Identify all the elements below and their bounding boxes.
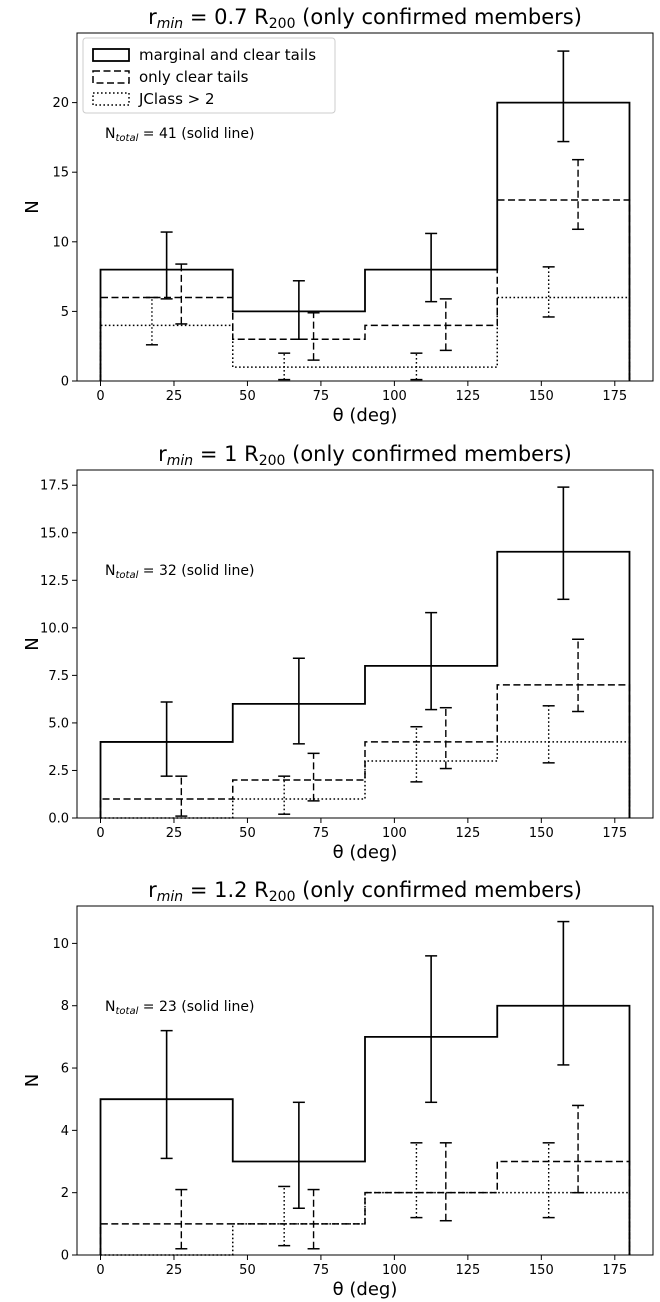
y-tick-label: 0.0 bbox=[48, 812, 69, 827]
x-tick-label: 150 bbox=[529, 1263, 554, 1278]
chart-title: rmin = 1.2 R200 (only confirmed members) bbox=[148, 878, 582, 905]
x-tick-label: 150 bbox=[529, 389, 554, 404]
y-tick-label: 2.5 bbox=[48, 764, 69, 779]
chart-title: rmin = 1 R200 (only confirmed members) bbox=[158, 442, 572, 469]
axes-frame bbox=[76, 469, 654, 819]
y-tick-label: 15 bbox=[52, 166, 69, 181]
y-tick-label: 7.5 bbox=[48, 669, 69, 684]
series-step-dotted bbox=[100, 1191, 631, 1256]
y-tick-label: 10.0 bbox=[40, 621, 69, 636]
x-tick-label: 125 bbox=[455, 826, 480, 841]
chart-panel-2: rmin = 1 R200 (only confirmed members) 0 2… bbox=[22, 442, 654, 863]
axes-frame bbox=[76, 905, 654, 1256]
x-tick-label: 125 bbox=[455, 389, 480, 404]
x-tick-label: 175 bbox=[602, 826, 627, 841]
x-tick-label: 175 bbox=[602, 389, 627, 404]
y-tick-label: 10 bbox=[52, 235, 69, 250]
series-step-dashed bbox=[99, 1160, 631, 1255]
y-tick-label: 5 bbox=[61, 305, 69, 320]
y-tick-label: 4 bbox=[61, 1124, 69, 1139]
x-tick-label: 150 bbox=[529, 826, 554, 841]
x-tick-label: 50 bbox=[239, 1263, 256, 1278]
x-tick-label: 75 bbox=[313, 826, 330, 841]
x-tick-label: 50 bbox=[239, 389, 256, 404]
n-total-annotation: Ntotal = 41 (solid line) bbox=[105, 126, 254, 144]
x-tick-label: 100 bbox=[382, 826, 407, 841]
legend-swatch-solid bbox=[92, 48, 130, 62]
x-tick-label: 25 bbox=[166, 1263, 183, 1278]
x-axis-label: θ (deg) bbox=[333, 842, 398, 863]
x-tick-label: 25 bbox=[166, 389, 183, 404]
legend-swatch-dashed bbox=[92, 70, 130, 84]
n-total-annotation: Ntotal = 32 (solid line) bbox=[105, 563, 254, 581]
x-tick-label: 75 bbox=[313, 1263, 330, 1278]
y-tick-label: 15.0 bbox=[40, 526, 69, 541]
x-tick-label: 100 bbox=[382, 389, 407, 404]
y-tick-label: 12.5 bbox=[40, 574, 69, 589]
x-tick-label: 0 bbox=[96, 389, 104, 404]
series-step-dashed bbox=[99, 199, 631, 381]
legend: marginal and clear tails only clear tails… bbox=[82, 37, 336, 114]
y-tick-label: 2 bbox=[61, 1186, 69, 1201]
legend-label: only clear tails bbox=[139, 68, 249, 86]
y-tick-label: 17.5 bbox=[40, 479, 69, 494]
axes-frame bbox=[76, 32, 654, 382]
y-axis-label: N bbox=[22, 200, 43, 213]
x-tick-label: 25 bbox=[166, 826, 183, 841]
x-axis-label: θ (deg) bbox=[333, 1279, 398, 1300]
x-axis-label: θ (deg) bbox=[333, 405, 398, 426]
y-tick-label: 8 bbox=[61, 999, 69, 1014]
y-tick-label: 5.0 bbox=[48, 716, 69, 731]
y-tick-label: 0 bbox=[61, 375, 69, 390]
y-tick-label: 0 bbox=[61, 1249, 69, 1264]
y-tick-label: 10 bbox=[52, 937, 69, 952]
x-tick-label: 0 bbox=[96, 826, 104, 841]
x-tick-label: 50 bbox=[239, 826, 256, 841]
x-tick-label: 175 bbox=[602, 1263, 627, 1278]
x-tick-label: 0 bbox=[96, 1263, 104, 1278]
chart-panel-3: rmin = 1.2 R200 (only confirmed members)… bbox=[22, 878, 654, 1300]
y-axis-label: N bbox=[22, 1074, 43, 1087]
chart-panel-1: rmin = 0.7 R200 (only confirmed members)… bbox=[22, 5, 654, 426]
series-step-dotted bbox=[100, 741, 631, 819]
legend-label: marginal and clear tails bbox=[139, 46, 316, 64]
legend-label: JClass > 2 bbox=[138, 90, 215, 108]
x-tick-label: 100 bbox=[382, 1263, 407, 1278]
y-axis-label: N bbox=[22, 637, 43, 650]
y-tick-label: 20 bbox=[52, 96, 69, 111]
chart-title: rmin = 0.7 R200 (only confirmed members) bbox=[148, 5, 582, 32]
x-tick-label: 125 bbox=[455, 1263, 480, 1278]
legend-box bbox=[82, 37, 336, 114]
n-total-annotation: Ntotal = 23 (solid line) bbox=[105, 999, 254, 1017]
y-tick-label: 6 bbox=[61, 1062, 69, 1077]
x-tick-label: 75 bbox=[313, 389, 330, 404]
